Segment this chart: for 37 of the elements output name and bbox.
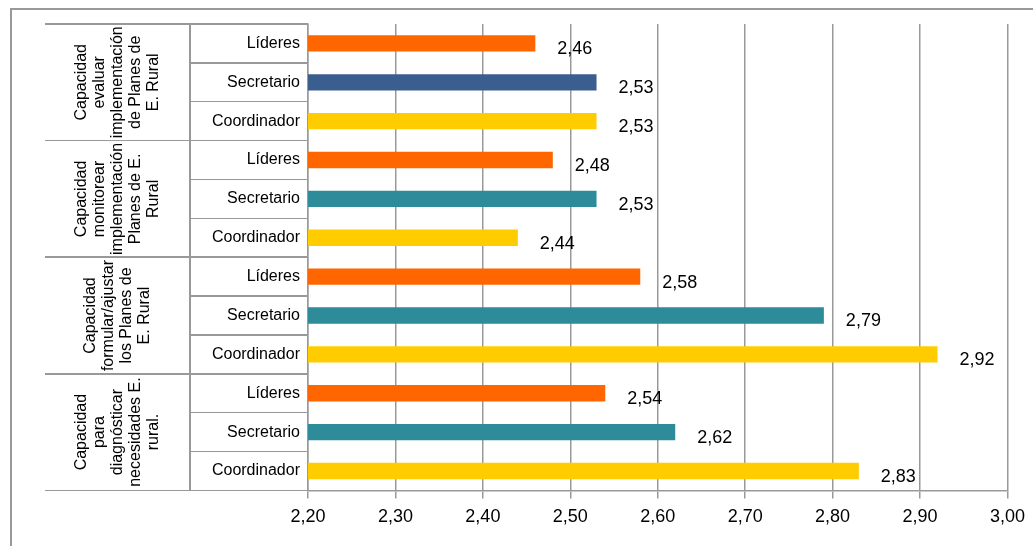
y-tick-label: Secretario (227, 305, 301, 323)
y-tick-label: Coordinador (211, 111, 301, 129)
data-label: 2,53 (618, 77, 654, 98)
y-tick-label: Líderes (246, 383, 300, 401)
x-tick-label: 2,60 (640, 506, 676, 527)
x-tick-label: 3,00 (989, 506, 1026, 527)
x-tick-label: 2,70 (727, 506, 763, 527)
x-tick-label: 2,30 (377, 506, 413, 527)
y-tick-label: Secretario (227, 72, 301, 90)
data-label: 2,48 (574, 155, 610, 175)
y-tick-label: Secretario (227, 189, 301, 207)
data-label: 2,83 (880, 465, 916, 486)
y-tick-label: Líderes (246, 267, 300, 285)
text: Capacidad para diagnósticar necesidades E. rural. (71, 377, 161, 487)
x-tick-label: 2,80 (815, 506, 851, 527)
x-tick-label: 2,20 (290, 506, 326, 527)
data-label: 2,92 (959, 349, 995, 370)
data-label: 2,53 (618, 193, 654, 214)
data-label: 2,62 (697, 427, 733, 448)
y-tick-label: Líderes (246, 33, 300, 51)
data-label: 2,79 (845, 310, 881, 331)
text: Capacidad formular/ajustar los Planes de E. Rural (80, 259, 152, 372)
data-label: 2,46 (557, 38, 593, 59)
y-tick-label: Coordinador (211, 344, 301, 362)
x-tick-label: 2,90 (902, 506, 938, 527)
data-label: 2,53 (618, 116, 654, 137)
text: Capacidad evaluar implementación de Planes de E. Rural (71, 26, 161, 139)
x-tick-label: 2,40 (465, 506, 501, 527)
x-tick-label: 2,50 (552, 506, 588, 527)
data-label: 2,44 (539, 232, 575, 253)
text: Capacidad monitorear implementación Planes de E. Rural (71, 142, 161, 255)
data-label: 2,58 (662, 271, 698, 292)
y-tick-label: Secretario (227, 422, 301, 440)
data-label: 2,54 (627, 388, 663, 409)
y-tick-label: Coordinador (211, 461, 301, 479)
y-tick-label: Coordinador (211, 228, 301, 246)
y-tick-label: Líderes (246, 150, 300, 168)
